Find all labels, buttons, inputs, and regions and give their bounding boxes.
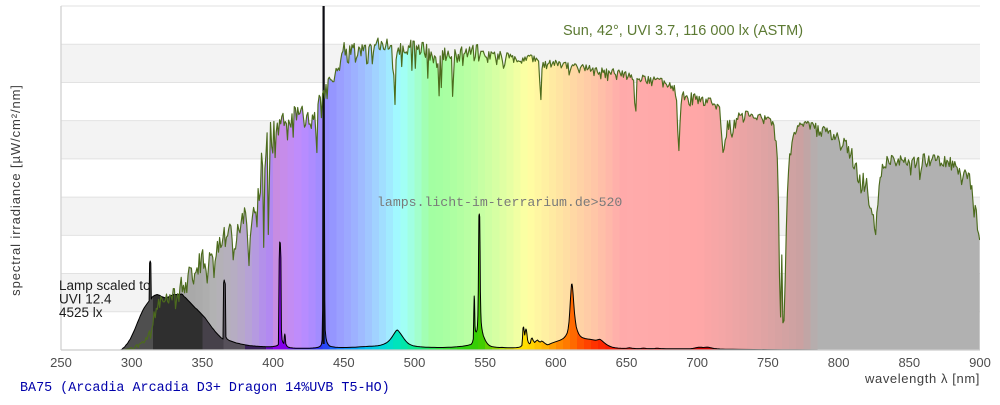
svg-text:450: 450 [333, 355, 355, 370]
svg-text:wavelength λ [nm]: wavelength λ [nm] [864, 371, 980, 386]
svg-text:lamps.licht-im-terrarium.de>52: lamps.licht-im-terrarium.de>520 [377, 195, 622, 210]
svg-text:Lamp scaled to: Lamp scaled to [59, 278, 151, 293]
svg-text:4525 lx: 4525 lx [59, 305, 103, 320]
svg-text:350: 350 [192, 355, 214, 370]
svg-text:650: 650 [616, 355, 638, 370]
svg-text:500: 500 [404, 355, 426, 370]
svg-text:300: 300 [121, 355, 143, 370]
svg-text:400: 400 [262, 355, 284, 370]
svg-text:800: 800 [828, 355, 850, 370]
svg-text:spectral irradiance [µW/cm²/nm: spectral irradiance [µW/cm²/nm] [8, 84, 23, 296]
svg-text:UVI 12.4: UVI 12.4 [59, 292, 112, 307]
svg-text:600: 600 [545, 355, 567, 370]
svg-text:900: 900 [969, 355, 991, 370]
svg-text:550: 550 [474, 355, 496, 370]
svg-text:700: 700 [686, 355, 708, 370]
svg-text:250: 250 [50, 355, 72, 370]
svg-text:750: 750 [757, 355, 779, 370]
svg-text:BA75 (Arcadia Arcadia D3+ Drag: BA75 (Arcadia Arcadia D3+ Dragon 14%UVB … [20, 381, 390, 396]
svg-text:Sun, 42°, UVI 3.7, 116 000 lx: Sun, 42°, UVI 3.7, 116 000 lx (ASTM) [563, 23, 803, 39]
svg-text:850: 850 [898, 355, 920, 370]
